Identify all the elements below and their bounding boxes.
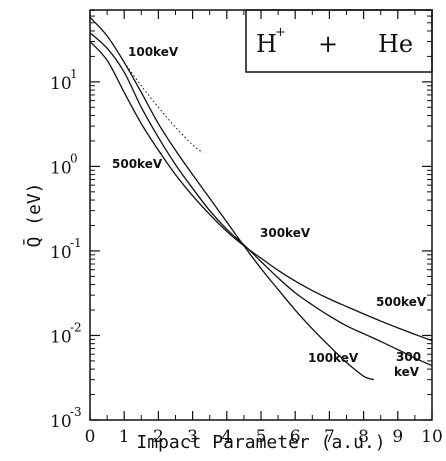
y-tick-label-exponent: 0 <box>70 151 78 165</box>
x-axis-title: Impact Parameter (a.u.) <box>136 432 385 453</box>
y-axis-title: Q̄ (eV) <box>23 182 45 247</box>
y-tick-label: 10 <box>50 158 72 178</box>
x-tick-label: 0 <box>85 427 96 447</box>
legend-box <box>245 9 433 73</box>
series-line-500kev <box>89 41 433 342</box>
y-tick-label-exponent: 1 <box>70 67 78 81</box>
x-tick-label: 3 <box>187 427 198 447</box>
annotation-300kev-mid: 300keV <box>260 226 311 240</box>
x-tick-label: 5 <box>256 427 267 447</box>
x-tick-label: 8 <box>358 427 369 447</box>
y-tick-label-exponent: -3 <box>70 405 82 419</box>
annotation-300kev-bottom-unit: keV <box>394 365 420 379</box>
annotation-500kev-left: 500keV <box>112 157 163 171</box>
series-line-100kev <box>89 16 375 381</box>
x-axis: 0 1 2 3 4 5 6 7 8 9 10 <box>85 10 443 447</box>
x-tick-label: 9 <box>392 427 403 447</box>
annotation-100kev-bottom: 100keV <box>308 351 359 365</box>
legend-he: He <box>378 30 413 58</box>
x-tick-label: 1 <box>119 427 130 447</box>
series-group <box>89 16 433 381</box>
y-tick-label: 10 <box>50 74 72 94</box>
series-line-dotted-3 <box>123 62 204 154</box>
y-tick-label: 10 <box>50 327 72 347</box>
y-tick-label-exponent: -1 <box>70 236 82 250</box>
legend-h-charge: + <box>275 25 286 40</box>
y-tick-label: 10 <box>50 412 72 432</box>
x-tick-label: 10 <box>421 427 443 447</box>
annotation-500kev-right: 500keV <box>376 295 427 309</box>
y-tick-label: 10 <box>50 243 72 263</box>
y-tick-label-exponent: -2 <box>70 320 82 334</box>
annotation-300kev-bottom-number: 300 <box>396 350 421 364</box>
legend-h: H <box>256 30 277 58</box>
legend-plus: + <box>318 30 338 58</box>
x-tick-label: 7 <box>324 427 335 447</box>
series-line-300kev <box>89 32 433 367</box>
x-tick-label: 4 <box>221 427 232 447</box>
x-tick-label: 6 <box>290 427 301 447</box>
x-tick-label: 2 <box>153 427 164 447</box>
annotation-100kev-top: 100keV <box>128 45 179 59</box>
